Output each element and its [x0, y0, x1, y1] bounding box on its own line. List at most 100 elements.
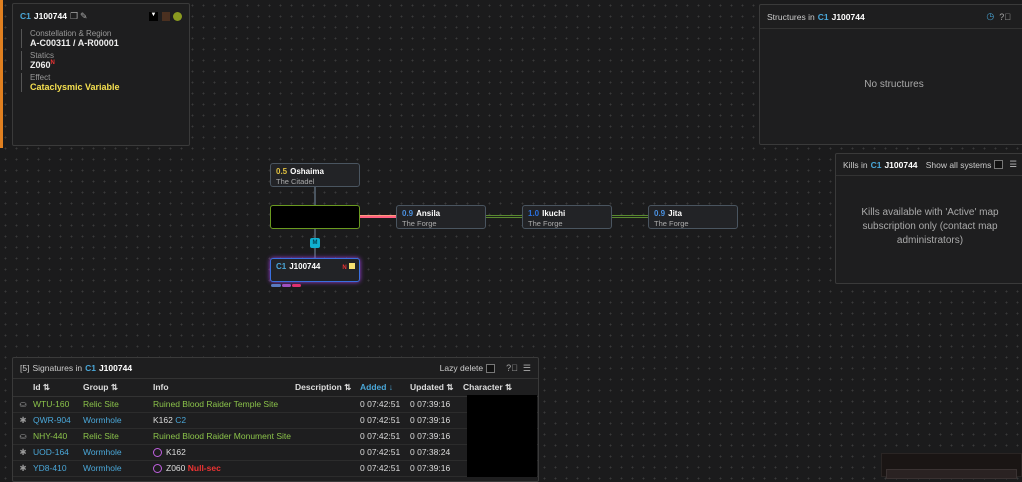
sig-info: K162 [166, 446, 186, 457]
col-id[interactable]: Id ⇅ [33, 379, 83, 397]
map-node-current[interactable]: C1 J100744 N [270, 258, 360, 282]
settings-icon[interactable]: ☰ [522, 362, 531, 373]
clock-icon[interactable]: ◷ [986, 11, 995, 21]
col-updated[interactable]: Updated ⇅ [410, 379, 463, 397]
sig-group: Wormhole [83, 460, 153, 477]
map-node-oshaima[interactable]: 0.5 Oshaima The Citadel [270, 163, 360, 187]
signature-row[interactable]: ✱ YD8-410 Wormhole Z060 Null-sec 0 07:42… [13, 460, 538, 477]
signature-row[interactable]: ⛀ WTU-160 Relic Site Ruined Blood Raider… [13, 396, 538, 413]
sig-added: 0 07:42:51 [360, 444, 410, 461]
link-ikuchi[interactable] [486, 215, 522, 218]
sig-id: YD8-410 [33, 460, 83, 477]
signatures-table: Id ⇅ Group ⇅ Info Description ⇅ Added ↓ … [13, 379, 538, 477]
statics-label: Statics [30, 51, 55, 60]
kills-message: Kills available with 'Active' map subscr… [861, 207, 999, 246]
static-badge: N [50, 60, 55, 66]
map-node-jita[interactable]: 0.9 Jita The Forge [648, 205, 738, 229]
sig-added: 0 07:42:51 [360, 428, 410, 445]
structures-empty: No structures [864, 79, 924, 90]
link-oshaima[interactable] [314, 187, 316, 205]
node-tags [271, 284, 301, 287]
effect-value: Cataclysmic Variable [30, 82, 120, 92]
eol-clock-icon [153, 464, 162, 474]
wormhole-icon: ✱ [13, 412, 33, 429]
link-jita[interactable] [612, 215, 648, 218]
map-node-hidden[interactable] [270, 205, 360, 229]
system-name: J100744 [33, 11, 67, 21]
faction-icon [162, 11, 170, 21]
help-icon[interactable]: ?⃝ [506, 363, 518, 373]
sig-title: Signatures in [32, 363, 83, 373]
sig-info: K162 [153, 415, 173, 425]
static-value[interactable]: Z060 [30, 60, 51, 70]
eol-clock-icon [153, 448, 162, 458]
col-group[interactable]: Group ⇅ [83, 379, 153, 397]
sig-updated: 0 07:39:16 [410, 412, 463, 429]
constellation-value: A-C00311 / A-R00001 [30, 38, 119, 48]
signature-row[interactable]: ✱ QWR-904 Wormhole K162 C2 0 07:42:51 0 … [13, 412, 538, 429]
sig-id: QWR-904 [33, 412, 83, 429]
sig-info-extra: C2 [175, 415, 187, 425]
sig-system: J100744 [98, 363, 133, 373]
sig-group: Wormhole [83, 444, 153, 461]
relic-icon: ⛀ [13, 428, 33, 445]
col-added[interactable]: Added ↓ [360, 379, 410, 397]
effect-icon: ▼ [149, 11, 158, 21]
sig-info: Ruined Blood Raider Temple Site [153, 399, 279, 409]
copy-icon[interactable]: ❐ [69, 10, 79, 21]
structures-system: J100744 [831, 11, 865, 22]
map-node-ikuchi[interactable]: 1.0 Ikuchi The Forge [522, 205, 612, 229]
system-class: C1 [20, 11, 31, 21]
constellation-label: Constellation & Region [30, 29, 112, 38]
sig-info-extra: Null-sec [187, 462, 221, 473]
col-info[interactable]: Info [153, 379, 295, 397]
sig-updated: 0 07:39:16 [410, 396, 463, 413]
kills-panel: Kills in C1 J100744 Show all systems ☰ K… [835, 153, 1022, 284]
sig-count: [5] [20, 363, 30, 373]
mass-badge[interactable]: M [310, 238, 320, 248]
edit-icon[interactable]: ✎ [80, 10, 88, 21]
settings-icon[interactable]: ☰ [1009, 159, 1017, 169]
structures-title: Structures in [767, 11, 815, 22]
help-icon[interactable]: ?⃝ [999, 11, 1011, 22]
map-node-ansila[interactable]: 0.9 Ansila The Forge [396, 205, 486, 229]
sig-added: 0 07:42:51 [360, 396, 410, 413]
sig-added: 0 07:42:51 [360, 460, 410, 477]
lazy-delete-checkbox[interactable] [486, 363, 496, 373]
signature-row[interactable]: ✱ UOD-164 Wormhole K162 0 07:42:51 0 07:… [13, 444, 538, 461]
sig-group: Wormhole [83, 412, 153, 429]
sig-class: C1 [85, 363, 96, 373]
sig-id: WTU-160 [33, 396, 83, 413]
col-description[interactable]: Description ⇅ [295, 379, 360, 397]
effect-label: Effect [30, 73, 51, 82]
character-redacted [467, 395, 537, 477]
lazy-delete-label: Lazy delete [439, 363, 484, 373]
kills-title: Kills in [843, 159, 868, 170]
show-all-checkbox[interactable] [994, 160, 1004, 169]
system-info-panel: C1 J100744 ❐ ✎ ▼ Constellation & Region A… [12, 3, 190, 146]
sig-updated: 0 07:38:24 [410, 444, 463, 461]
bottom-panel [881, 453, 1022, 479]
status-icon [173, 11, 182, 21]
sig-info: Ruined Blood Raider Monument Site [153, 431, 291, 441]
show-all-label: Show all systems [925, 159, 992, 170]
sig-added: 0 07:42:51 [360, 412, 410, 429]
kills-class: C1 [870, 159, 882, 170]
sig-group: Relic Site [83, 396, 153, 413]
relic-icon: ⛀ [13, 396, 33, 413]
kills-system: J100744 [884, 159, 918, 170]
col-character[interactable]: Character ⇅ [463, 379, 538, 397]
link-ansila[interactable] [360, 215, 396, 218]
sig-updated: 0 07:39:16 [410, 428, 463, 445]
structures-panel: Structures in C1 J100744 ◷ ?⃝ No structu… [759, 4, 1022, 145]
active-indicator [0, 0, 3, 148]
sig-info: Z060 [166, 462, 186, 473]
signatures-panel: [5] Signatures in C1 J100744 Lazy delete… [12, 357, 539, 482]
wormhole-icon: ✱ [13, 444, 33, 461]
sig-id: NHY-440 [33, 428, 83, 445]
sig-updated: 0 07:39:16 [410, 460, 463, 477]
signature-row[interactable]: ⛀ NHY-440 Relic Site Ruined Blood Raider… [13, 428, 538, 445]
structures-class: C1 [817, 11, 829, 22]
sig-group: Relic Site [83, 428, 153, 445]
sig-id: UOD-164 [33, 444, 83, 461]
